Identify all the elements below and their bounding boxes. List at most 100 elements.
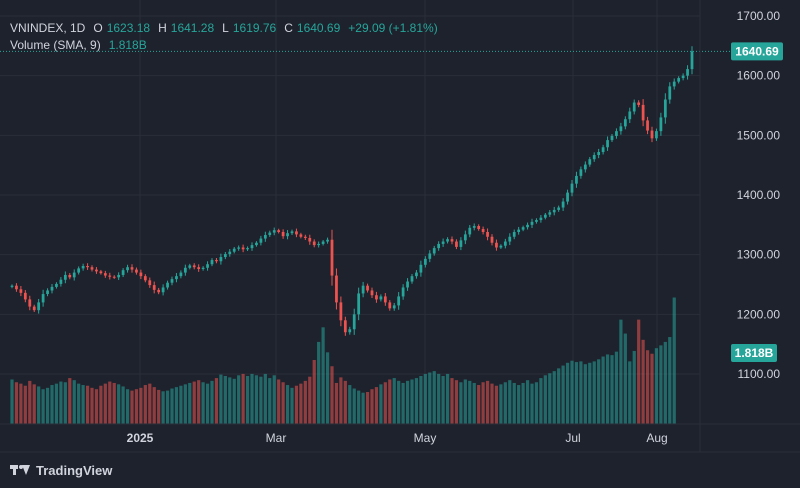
volume-bar bbox=[241, 373, 245, 424]
volume-bar bbox=[134, 389, 139, 424]
candle-body bbox=[179, 272, 183, 277]
time-tick-label: Mar bbox=[266, 431, 287, 445]
volume-bar bbox=[299, 383, 303, 424]
candle-body bbox=[361, 285, 365, 294]
volume-bar bbox=[50, 385, 54, 424]
volume-bar bbox=[432, 371, 436, 424]
candle-body bbox=[223, 254, 227, 258]
volume-bars bbox=[10, 297, 676, 424]
price-axis[interactable]: 1100.00 1200.00 1300.00 1400.00 1500.00 1600.… bbox=[737, 9, 781, 381]
volume-bar bbox=[125, 389, 130, 424]
volume-bar bbox=[570, 360, 574, 424]
volume-bar bbox=[179, 385, 183, 424]
volume-bar bbox=[517, 385, 521, 424]
candle-body bbox=[348, 329, 352, 333]
volume-bar bbox=[534, 382, 539, 424]
volume-bar bbox=[472, 382, 476, 424]
candle-body bbox=[126, 267, 129, 271]
candle-body bbox=[521, 227, 525, 230]
close-key: C bbox=[284, 21, 293, 35]
volume-bar bbox=[468, 380, 472, 424]
volume-bar bbox=[303, 380, 307, 424]
candle-body bbox=[610, 135, 614, 141]
ohlc-row: VNINDEX, 1D O 1623.18 H 1641.28 L 1619.76 C… bbox=[10, 20, 442, 37]
volume-bar bbox=[157, 389, 161, 424]
tradingview-brand[interactable]: TradingView bbox=[10, 460, 112, 480]
candle-body bbox=[517, 229, 521, 232]
candle-body bbox=[459, 240, 463, 247]
price-tick-label: 1400.00 bbox=[737, 188, 781, 202]
candle-body bbox=[352, 314, 356, 330]
volume-bar bbox=[197, 380, 201, 424]
volume-bar bbox=[263, 373, 267, 424]
candle-body bbox=[597, 152, 601, 156]
candle-body bbox=[672, 81, 676, 87]
volume-bar bbox=[428, 372, 432, 424]
volume-bar bbox=[628, 361, 632, 424]
candle-body bbox=[468, 227, 472, 235]
volume-bar bbox=[228, 377, 232, 424]
candle-body bbox=[228, 251, 232, 255]
volume-bar bbox=[334, 382, 339, 424]
volume-bar bbox=[663, 341, 667, 424]
volume-bar bbox=[419, 376, 423, 424]
volume-bar bbox=[312, 360, 316, 424]
volume-bar bbox=[139, 387, 143, 424]
candle-body bbox=[308, 237, 312, 242]
volume-bar bbox=[601, 356, 605, 424]
volume-bar bbox=[632, 350, 636, 424]
volume-bar bbox=[223, 376, 227, 424]
candle-body bbox=[410, 276, 414, 282]
volume-bar bbox=[130, 390, 134, 424]
candle-body bbox=[135, 269, 138, 273]
volume-bar bbox=[668, 337, 672, 424]
candle-body bbox=[641, 104, 645, 121]
volume-bar bbox=[672, 297, 676, 424]
candle-body bbox=[99, 271, 103, 274]
volume-bar bbox=[521, 382, 525, 424]
volume-bar bbox=[579, 361, 583, 424]
candle-body bbox=[637, 102, 641, 105]
candle-body bbox=[419, 264, 423, 273]
candle-body bbox=[219, 257, 223, 262]
volume-bar bbox=[72, 380, 76, 424]
candle-body bbox=[321, 241, 325, 244]
volume-bar bbox=[499, 384, 503, 424]
candle-body bbox=[37, 302, 41, 311]
volume-bar bbox=[205, 383, 210, 424]
candle-body bbox=[59, 279, 63, 284]
volume-bar bbox=[503, 382, 507, 424]
candle-body bbox=[55, 283, 58, 287]
candle-body bbox=[281, 231, 285, 237]
close-value: 1640.69 bbox=[296, 21, 341, 35]
volume-bar bbox=[152, 387, 156, 424]
volume-bar bbox=[463, 379, 467, 424]
symbol-label[interactable]: VNINDEX, 1D bbox=[10, 21, 86, 35]
low-value: 1619.76 bbox=[232, 21, 277, 35]
candle-body bbox=[690, 51, 694, 70]
candle-body bbox=[668, 86, 672, 100]
time-axis[interactable]: 2025 Mar May Jul Aug bbox=[127, 431, 668, 445]
candle-body bbox=[539, 217, 543, 221]
volume-indicator-label[interactable]: Volume (SMA, 9) bbox=[10, 38, 101, 52]
volume-bar bbox=[374, 387, 379, 424]
candle-body bbox=[401, 287, 405, 297]
volume-bar bbox=[317, 341, 321, 424]
price-tick-label: 1600.00 bbox=[737, 69, 781, 83]
candle-body bbox=[139, 272, 143, 277]
candle-body bbox=[623, 119, 627, 127]
price-tick-label: 1100.00 bbox=[738, 367, 781, 381]
candle-body bbox=[157, 289, 161, 293]
volume-bar bbox=[308, 376, 312, 424]
candle-body bbox=[606, 140, 609, 148]
candle-body bbox=[152, 285, 156, 290]
candle-body bbox=[143, 276, 147, 281]
volume-bar bbox=[210, 380, 214, 424]
candle-body bbox=[188, 265, 192, 268]
candle-body bbox=[548, 212, 552, 215]
volume-bar bbox=[423, 373, 427, 424]
volume-bar bbox=[561, 365, 565, 424]
volume-bar bbox=[352, 388, 356, 424]
